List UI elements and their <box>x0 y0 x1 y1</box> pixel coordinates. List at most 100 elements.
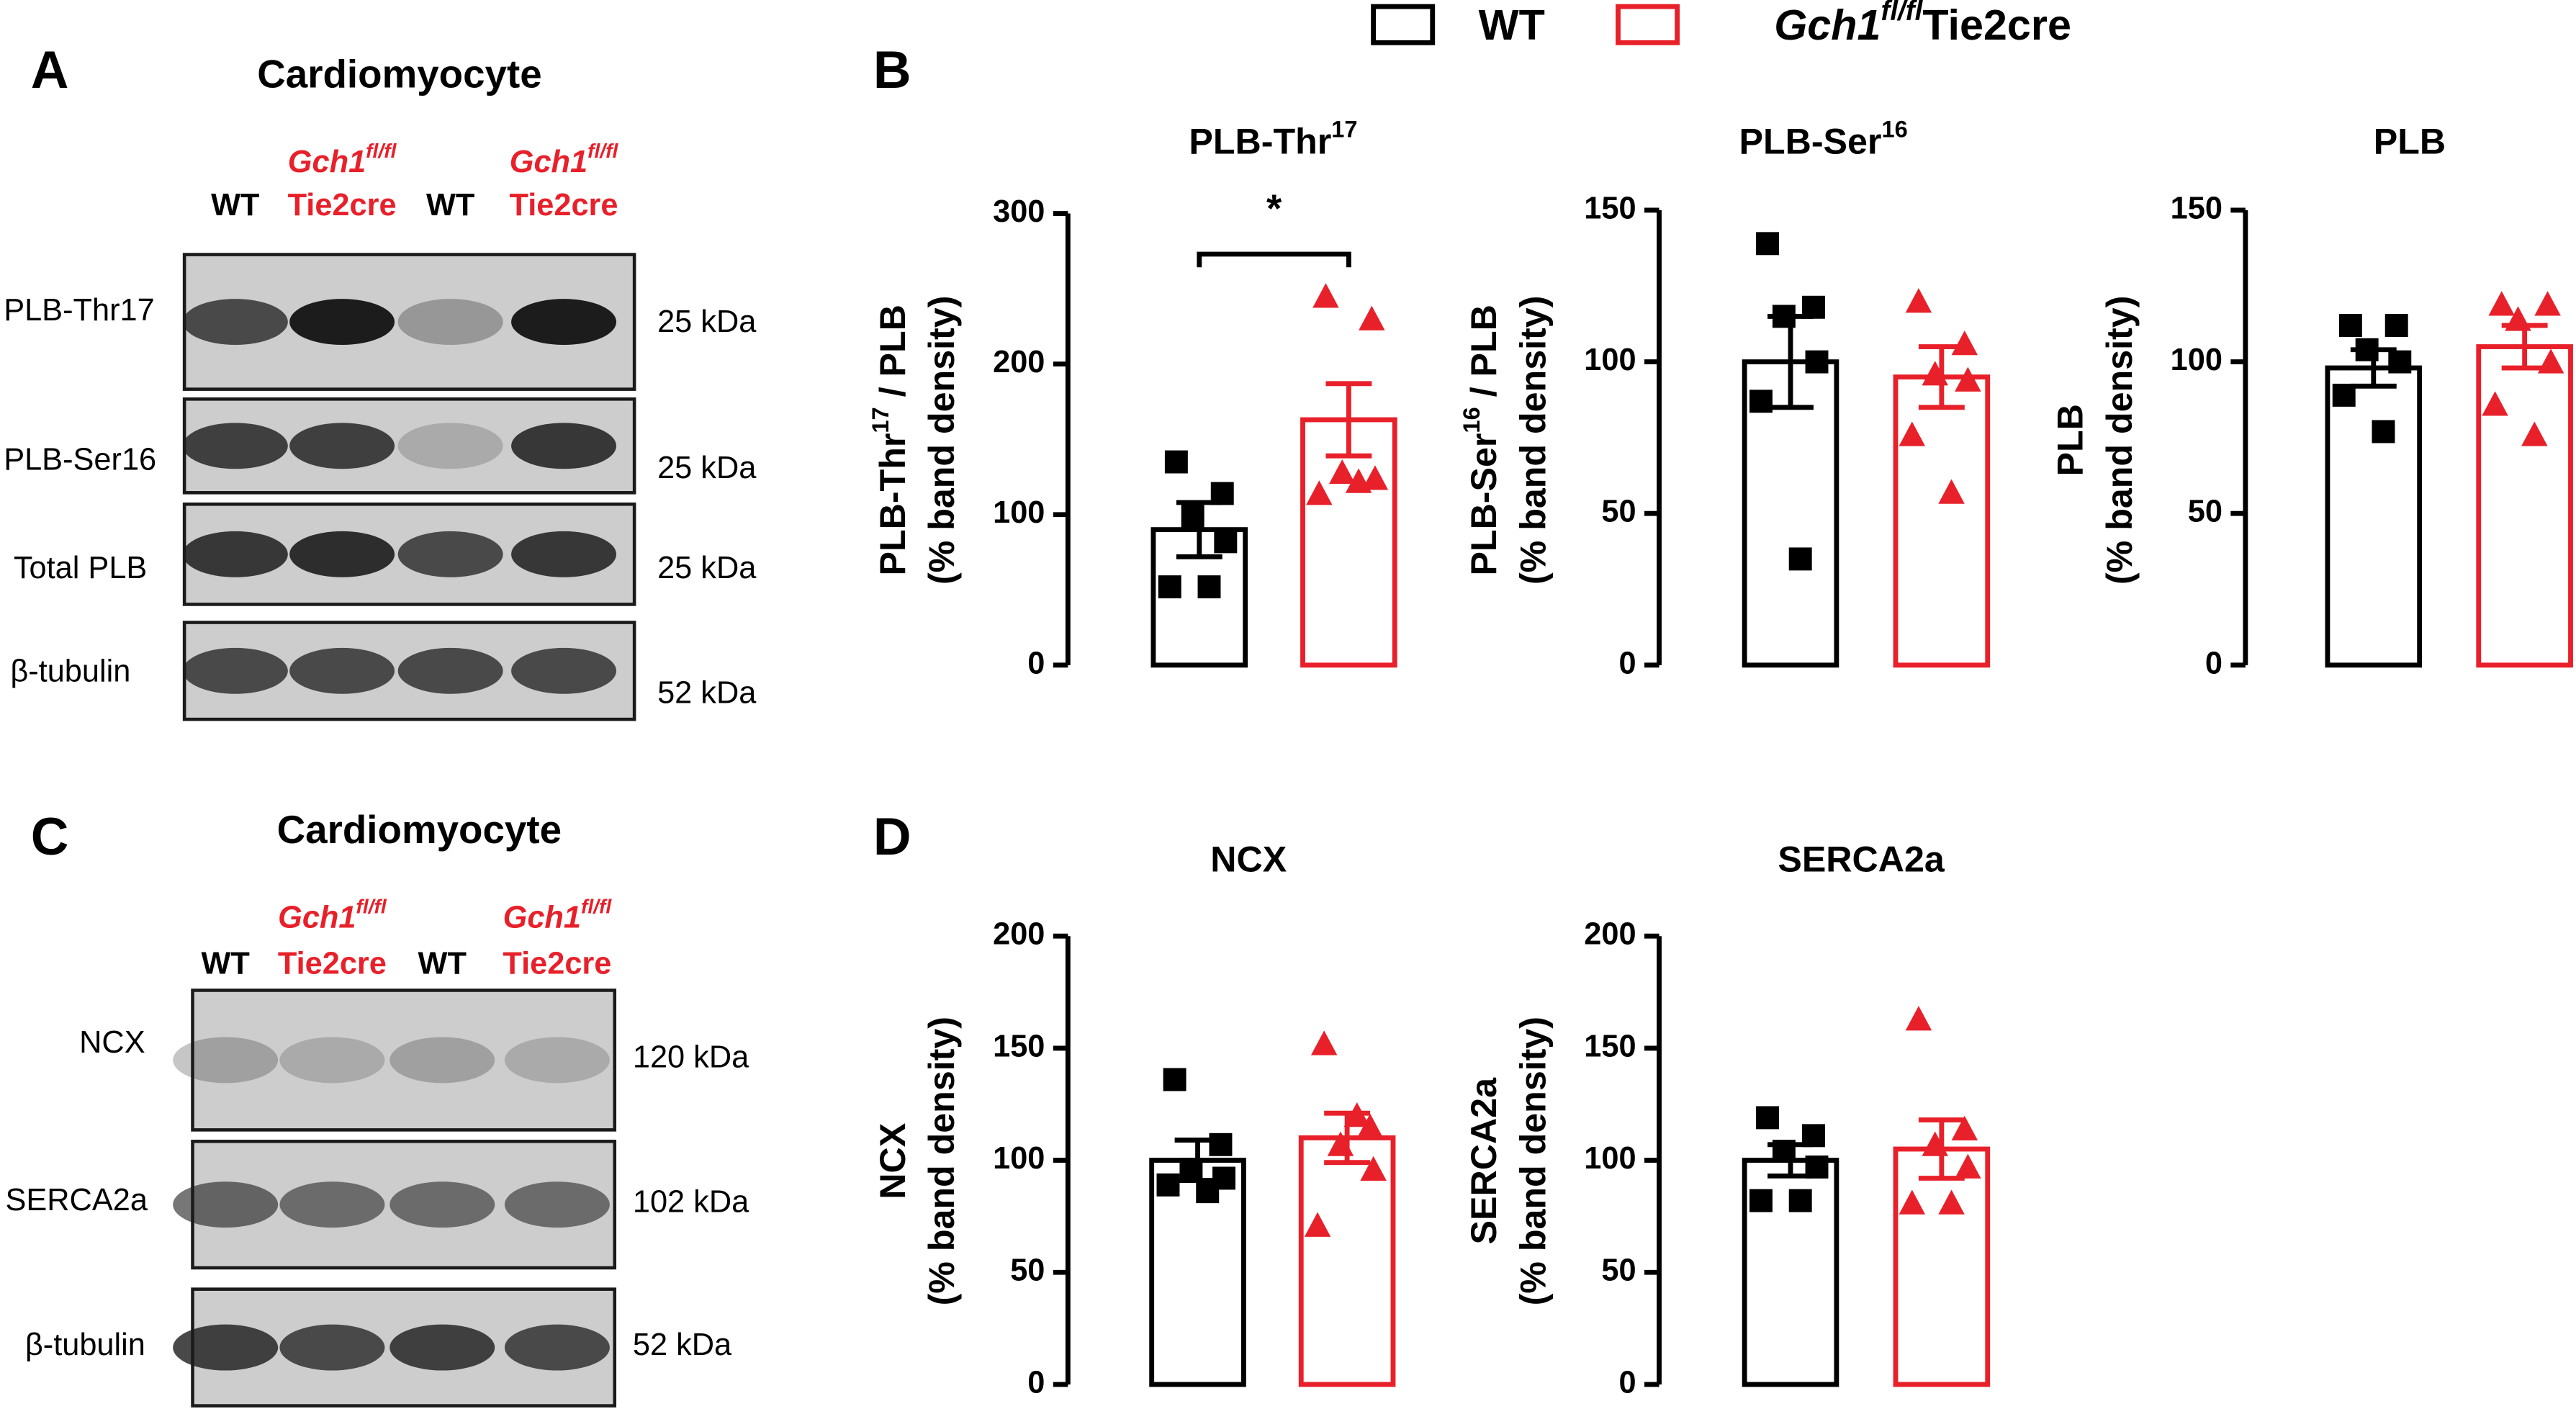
text-part: PLB-Thr <box>1189 122 1331 162</box>
lane-label: WT <box>201 947 249 981</box>
data-point <box>1196 1180 1220 1204</box>
data-point <box>2521 421 2548 446</box>
data-point <box>1772 305 1796 328</box>
data-point <box>1179 1158 1203 1181</box>
data-point <box>1345 468 1372 493</box>
data-point <box>1801 1124 1825 1148</box>
data-point <box>1356 1113 1384 1138</box>
lane-label: WT <box>426 188 474 222</box>
panel-label: A <box>31 41 69 99</box>
text-part: PLB <box>2374 122 2446 162</box>
lane-label: Tie2cre <box>278 947 387 981</box>
lane-label: Gch1fl/fl <box>288 140 397 180</box>
data-point <box>1749 389 1773 413</box>
data-point <box>1805 350 1829 374</box>
lane-label: Gch1fl/fl <box>278 895 387 935</box>
y-tick-label: 100 <box>993 1141 1045 1176</box>
data-point <box>2488 291 2515 316</box>
data-point <box>1304 1212 1331 1237</box>
blot-band <box>511 423 617 469</box>
superscript: 17 <box>867 407 893 433</box>
data-point <box>1772 1140 1796 1163</box>
blot-band <box>182 423 288 469</box>
bar <box>2476 344 2573 668</box>
y-axis-label: NCX <box>873 1122 913 1199</box>
y-tick-label: 0 <box>1027 1365 1045 1400</box>
text-part: (% band density) <box>922 1017 963 1305</box>
y-tick-label: 150 <box>1584 191 1636 225</box>
chart-title: PLB-Ser16 <box>1739 116 1908 162</box>
y-tick-label: 50 <box>1010 1253 1045 1288</box>
data-point <box>1312 283 1339 308</box>
data-point <box>2355 338 2379 361</box>
y-tick-label: 150 <box>1584 1029 1636 1063</box>
data-point <box>1801 295 1825 319</box>
data-point <box>1359 305 1385 330</box>
data-point <box>1164 450 1188 474</box>
data-point <box>2388 350 2412 374</box>
y-tick-label: 300 <box>993 194 1045 229</box>
y-tick-label: 150 <box>993 1029 1045 1063</box>
data-point <box>2338 314 2362 338</box>
data-point <box>1951 330 1978 356</box>
chart-title: NCX <box>1210 839 1287 880</box>
blot-row-label: NCX <box>79 1025 145 1060</box>
text-part: SERCA2a <box>1778 839 1945 880</box>
text-part: PLB <box>2050 404 2091 476</box>
bar <box>1893 1146 1991 1387</box>
blot-band <box>289 531 395 577</box>
blot-band <box>279 1037 385 1084</box>
data-point <box>1922 361 1948 386</box>
text-part: (% band density) <box>1513 1017 1554 1305</box>
blot-band <box>182 299 288 346</box>
panel-label: B <box>873 41 911 99</box>
blot-band <box>389 1324 495 1371</box>
panel-label: D <box>873 808 911 866</box>
data-point <box>1197 575 1221 599</box>
data-point <box>1938 1189 1965 1215</box>
panel-label: C <box>31 808 69 866</box>
data-point <box>2332 383 2356 407</box>
y-axis-label: SERCA2a <box>1464 1077 1504 1245</box>
blot-size-label: 52 kDa <box>657 675 757 710</box>
data-point <box>1899 421 1926 446</box>
superscript: 16 <box>1881 116 1907 143</box>
blot-band <box>397 531 503 577</box>
blot-band <box>504 1181 610 1228</box>
data-point <box>1360 1156 1387 1181</box>
y-tick-label: 100 <box>1584 343 1636 377</box>
blot-band <box>173 1181 279 1228</box>
text-part: PLB-Ser <box>1464 433 1504 576</box>
y-axis-label: (% band density) <box>922 296 963 585</box>
data-point <box>1955 1153 1981 1179</box>
data-point <box>1756 1106 1780 1130</box>
data-point <box>1788 547 1812 571</box>
y-tick-label: 50 <box>1601 1253 1636 1288</box>
data-point <box>1156 1173 1180 1197</box>
text-part: / PLB <box>1464 305 1504 407</box>
text-part: WT <box>1479 0 1545 48</box>
data-point <box>1938 479 1965 504</box>
text-part: (% band density) <box>922 296 963 585</box>
data-point <box>2482 391 2508 416</box>
data-point <box>1310 1030 1338 1055</box>
blot-band <box>279 1181 385 1228</box>
text-part: PLB-Thr <box>873 433 913 576</box>
blot-row-label: PLB-Ser16 <box>4 442 156 477</box>
text-part: Gch1 <box>510 145 587 180</box>
y-tick-label: 50 <box>2188 495 2223 529</box>
data-point <box>1805 1155 1829 1179</box>
blot-size-label: 52 kDa <box>633 1328 732 1362</box>
blot-row-label: β-tubulin <box>10 654 130 689</box>
superscript: fl/fl <box>587 140 618 163</box>
y-axis-label: PLB-Ser16 / PLB <box>1458 305 1504 575</box>
data-point <box>1905 288 1932 313</box>
y-tick-label: 0 <box>1618 1365 1636 1400</box>
blot-title: Cardiomyocyte <box>257 52 541 96</box>
data-point <box>1209 1132 1233 1156</box>
data-point <box>1306 480 1333 505</box>
text-part: PLB-Ser <box>1739 122 1882 162</box>
data-point <box>2372 420 2395 443</box>
text-part: Gch1 <box>278 901 356 935</box>
blot-row-label: SERCA2a <box>5 1183 148 1217</box>
